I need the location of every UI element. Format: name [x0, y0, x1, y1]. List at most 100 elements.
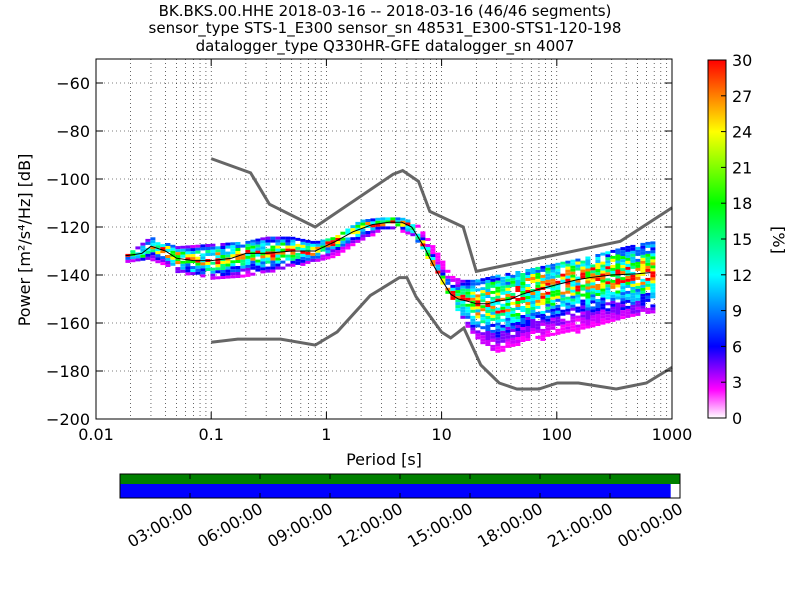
- psd-cell: [620, 283, 626, 287]
- time-tick-label: 15:00:00: [404, 499, 476, 551]
- psd-cell: [515, 289, 521, 292]
- psd-cell: [225, 245, 231, 249]
- psd-cell: [155, 260, 161, 264]
- psd-cell: [225, 263, 231, 267]
- psd-cell: [550, 299, 556, 303]
- psd-cell: [540, 301, 546, 305]
- psd-cell: [280, 266, 286, 270]
- psd-cell: [605, 260, 611, 264]
- psd-cell: [230, 260, 236, 264]
- psd-cell: [640, 254, 646, 258]
- psd-cell: [275, 245, 281, 249]
- psd-cell: [605, 284, 611, 288]
- time-tick-label: 12:00:00: [334, 499, 406, 551]
- psd-cell: [570, 292, 576, 296]
- psd-cell: [310, 240, 316, 244]
- mode-curve: [125, 221, 651, 305]
- psd-cell: [560, 279, 566, 283]
- psd-cell: [475, 288, 481, 292]
- psd-cell: [520, 324, 526, 327]
- psd-cell: [245, 243, 251, 247]
- psd-cell: [640, 266, 646, 270]
- psd-cell: [615, 278, 621, 282]
- psd-cell: [445, 275, 451, 279]
- psd-cell: [540, 280, 546, 284]
- psd-cell: [550, 332, 556, 336]
- psd-cell: [495, 292, 501, 296]
- colorbar-ticks: 0 3 6 9 12 15 18 21 24 27 30: [721, 51, 752, 428]
- psd-cell: [625, 290, 631, 294]
- psd-cell: [140, 245, 146, 249]
- psd-cell: [595, 266, 601, 269]
- psd-cell: [325, 241, 331, 245]
- psd-cell: [360, 237, 366, 241]
- psd-cell: [230, 254, 236, 258]
- psd-cell: [380, 226, 386, 230]
- psd-cell: [570, 268, 576, 272]
- psd-cell: [605, 281, 611, 285]
- psd-cell: [495, 346, 501, 350]
- psd-cell: [405, 219, 411, 223]
- psd-cell: [650, 286, 656, 290]
- psd-cell: [210, 246, 216, 250]
- psd-cell: [275, 254, 281, 258]
- y-axis-label: Power [m²/s⁴/Hz] [dB]: [15, 154, 34, 327]
- psd-cell: [595, 263, 601, 266]
- psd-cell: [490, 308, 496, 312]
- psd-cell: [570, 325, 576, 329]
- psd-cell: [625, 296, 631, 300]
- psd-cell: [480, 341, 486, 345]
- psd-cell: [495, 331, 501, 335]
- psd-cell: [465, 324, 471, 328]
- psd-cell: [625, 299, 631, 303]
- psd-cell: [505, 290, 511, 294]
- psd-cell: [630, 307, 636, 311]
- psd-cell: [630, 310, 636, 314]
- psd-cell: [480, 332, 486, 336]
- psd-cell: [200, 265, 206, 269]
- psd-cell: [220, 276, 226, 279]
- psd-cell: [220, 246, 226, 249]
- psd-cell: [295, 237, 301, 241]
- psd-cell: [225, 275, 231, 279]
- psd-cell: [525, 299, 531, 302]
- colorbar-tick-label: 12: [732, 266, 752, 285]
- psd-cell: [465, 297, 471, 301]
- psd-cell: [180, 245, 186, 249]
- psd-cell: [485, 331, 491, 334]
- psd-cell: [555, 307, 561, 311]
- psd-cell: [260, 246, 266, 250]
- psd-cell: [500, 336, 506, 340]
- psd-cell: [405, 231, 411, 235]
- psd-cell: [505, 320, 511, 324]
- psd-cell: [495, 337, 501, 341]
- noise-models: [210, 157, 673, 391]
- psd-cell: [645, 256, 651, 260]
- psd-cell: [305, 239, 311, 243]
- psd-cell: [620, 313, 626, 317]
- psd-cell: [270, 248, 276, 252]
- psd-cell: [565, 281, 571, 285]
- psd-cell: [445, 281, 451, 285]
- psd-cell: [395, 223, 401, 227]
- psd-cell: [190, 266, 196, 270]
- psd-cell: [650, 289, 656, 293]
- psd-cell: [470, 297, 476, 301]
- psd-cell: [500, 318, 506, 322]
- psd-cell: [555, 322, 561, 326]
- psd-cell: [535, 290, 541, 294]
- psd-cell: [625, 278, 631, 282]
- psd-cell: [230, 248, 236, 252]
- psd-cell: [290, 245, 296, 249]
- chart-title-line-1: BK.BKS.00.HHE 2018-03-16 -- 2018-03-16 (…: [159, 2, 612, 20]
- psd-cell: [265, 269, 271, 273]
- psd-cell: [600, 276, 606, 280]
- psd-cell: [210, 270, 216, 274]
- psd-cell: [545, 267, 551, 271]
- psd-cell: [185, 254, 191, 258]
- psd-cell: [555, 331, 561, 335]
- psd-cell: [590, 300, 596, 304]
- psd-cell: [475, 333, 481, 337]
- psd-cell: [160, 244, 166, 248]
- psd-cell: [570, 259, 576, 263]
